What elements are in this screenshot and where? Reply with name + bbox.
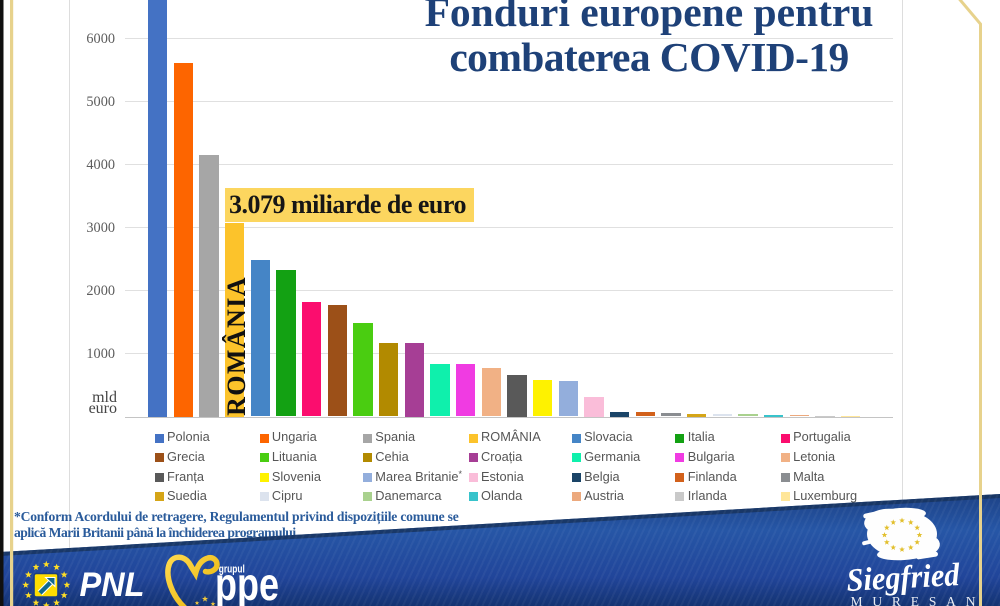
svg-text:ppe: ppe [215,558,279,606]
svg-text:Siegfried: Siegfried [846,557,961,599]
svg-text:PNL: PNL [80,566,145,604]
svg-text:grupul: grupul [219,564,245,576]
